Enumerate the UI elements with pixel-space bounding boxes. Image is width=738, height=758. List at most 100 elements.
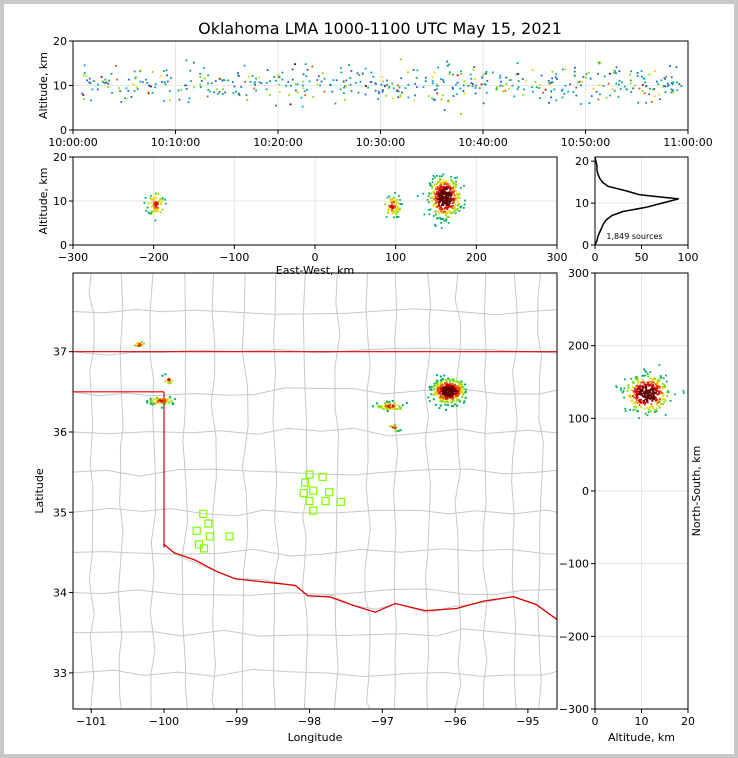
source-point [392,97,395,100]
source-point [447,193,450,196]
source-point [650,403,653,406]
source-point [678,83,681,85]
source-point [542,91,545,94]
source-point [635,395,638,398]
source-point [652,394,655,396]
source-point [237,74,240,77]
source-point [362,73,364,76]
source-point [308,80,311,83]
source-point [661,382,664,385]
county-line [72,387,558,397]
source-point [544,88,547,91]
ew-height-panel-tick-label: 20 [53,151,67,164]
source-point [157,192,160,195]
source-point [634,84,636,87]
source-point [453,383,456,386]
source-point [450,191,453,193]
source-point [296,91,299,94]
source-point [634,408,637,411]
source-point [456,394,459,397]
source-point [636,397,639,399]
source-point [647,391,650,394]
source-point [577,81,580,84]
source-point [457,194,460,196]
source-point [453,194,456,197]
source-point [449,198,452,200]
source-point [641,394,643,396]
source-point [522,94,525,96]
source-point [510,79,513,81]
source-point [436,92,439,95]
source-point [442,188,444,191]
plan-view-panel-tick-label: 34 [53,587,67,600]
source-point [440,221,443,224]
source-point [153,207,156,210]
source-point [391,212,394,215]
source-point [440,227,443,229]
source-point [445,193,448,196]
source-point [385,216,388,219]
plan-view-panel-tick-label: −98 [298,715,321,728]
source-point [453,188,456,191]
source-point [647,397,650,400]
source-point [404,87,407,89]
time-height-ylabel: Altitude, km [37,52,50,119]
source-point [463,203,466,206]
source-point [573,70,576,73]
source-point [658,379,661,382]
source-point [442,392,445,395]
source-point [146,206,149,209]
source-point [589,77,592,80]
source-point [434,186,437,188]
source-point [440,389,443,392]
source-point [301,105,304,108]
source-point [438,189,441,191]
source-point [285,84,287,87]
source-point [447,191,450,194]
source-point [660,403,662,406]
source-point [443,182,446,184]
source-point [435,390,438,393]
county-line [72,507,558,517]
source-point [641,379,644,381]
source-point [448,378,451,381]
source-point [454,389,457,392]
source-point [247,75,250,78]
source-point [428,192,431,195]
source-point [443,109,446,111]
source-point [656,379,658,382]
source-point [445,385,448,388]
source-point [549,83,552,86]
source-point [547,79,550,82]
source-point [384,406,387,409]
source-point [464,396,467,399]
source-point [663,397,665,400]
source-point [359,80,362,83]
source-point [597,61,600,64]
source-point [395,213,398,216]
source-point [253,81,256,84]
source-point [164,380,167,383]
plan-view-panel-tick-label: 35 [53,506,67,519]
source-point [636,72,639,74]
source-point [162,401,165,404]
source-point [632,395,635,398]
source-point [434,89,436,91]
source-point [622,390,625,393]
source-point [437,193,440,196]
source-point [371,405,374,408]
source-point [455,83,457,86]
source-point [163,398,166,401]
source-point [475,84,477,87]
source-point [436,390,439,393]
source-point [647,382,649,385]
source-point [437,210,440,212]
source-point [277,76,280,78]
source-point [434,195,437,197]
source-point [435,183,438,186]
source-point [395,200,398,203]
source-point [456,193,459,196]
source-point [444,183,446,185]
source-point [304,63,307,66]
station-marker [299,488,308,498]
